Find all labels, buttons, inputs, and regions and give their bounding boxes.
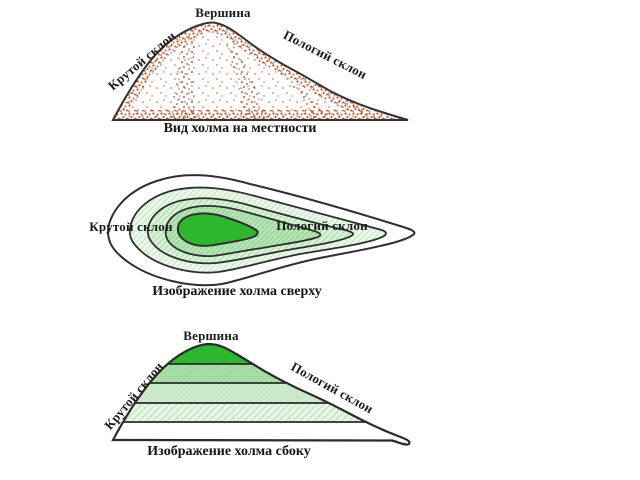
sideview-caption: Изображение холма сбоку xyxy=(147,444,311,459)
contour-map xyxy=(106,174,416,287)
terrain-caption: Вид холма на местности xyxy=(163,121,317,136)
topview-steep-slope-label: Крутой склон xyxy=(89,219,173,234)
topview-caption: Изображение холма сверху xyxy=(152,284,322,299)
profile-outline xyxy=(111,342,411,446)
hill-outline xyxy=(111,21,409,121)
terrain-sketch xyxy=(111,21,409,121)
terrain-summit-label: Вершина xyxy=(195,5,251,20)
topview-gentle-slope-label: Пологий склон xyxy=(276,218,368,233)
summit-band xyxy=(113,344,410,364)
summit-area-top-view xyxy=(176,212,259,247)
sideview-summit-label: Вершина xyxy=(183,328,239,343)
